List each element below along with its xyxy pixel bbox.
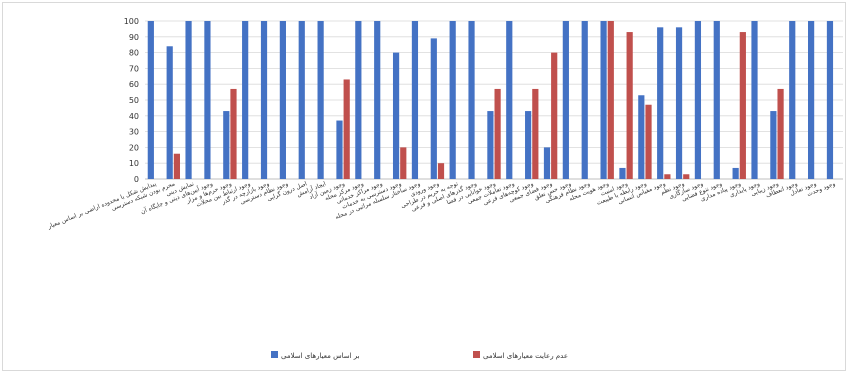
bar-islamic — [411, 21, 419, 179]
bar-islamic — [223, 111, 230, 179]
bar-non-islamic — [551, 52, 558, 179]
y-tick-label: 90 — [129, 33, 139, 42]
bar-islamic — [525, 111, 532, 179]
legend-label: عدم رعایت معیارهای اسلامی — [483, 352, 568, 360]
bar-non-islamic — [494, 88, 501, 179]
bar-islamic — [826, 21, 834, 179]
bar-islamic — [204, 21, 211, 179]
bar-islamic — [279, 21, 286, 179]
bar-islamic — [675, 27, 683, 179]
bar-non-islamic — [664, 174, 671, 179]
y-tick-label: 70 — [129, 64, 139, 73]
bar-non-islamic — [400, 147, 407, 179]
bar-islamic — [713, 21, 720, 179]
bar-islamic — [449, 21, 456, 179]
y-tick-label: 40 — [129, 112, 139, 121]
y-tick-label: 0 — [134, 175, 139, 184]
y-tick-label: 20 — [129, 143, 139, 152]
bar-islamic — [657, 27, 664, 179]
bar-islamic — [619, 167, 626, 179]
bar-islamic — [506, 21, 513, 179]
legend-swatch — [473, 351, 480, 358]
bar-islamic — [166, 46, 173, 179]
bar-non-islamic — [683, 174, 690, 179]
y-tick-label: 80 — [129, 49, 139, 58]
y-tick-label: 50 — [129, 96, 139, 105]
bar-non-islamic — [437, 163, 445, 179]
bar-islamic — [468, 21, 475, 179]
bar-islamic — [336, 120, 343, 179]
bar-non-islamic — [626, 32, 633, 179]
legend-label: بر اساس معیارهای اسلامی — [281, 352, 360, 360]
bar-islamic — [770, 111, 777, 179]
bar-non-islamic — [645, 104, 652, 179]
bar-islamic — [317, 21, 324, 179]
bar-non-islamic — [739, 32, 746, 179]
y-tick-label: 60 — [129, 80, 139, 89]
bar-islamic — [147, 21, 154, 179]
bar-islamic — [694, 21, 702, 179]
bar-islamic — [789, 21, 796, 179]
bar-islamic — [298, 21, 305, 179]
bar-islamic — [260, 21, 268, 179]
bar-non-islamic — [230, 88, 237, 179]
legend-swatch — [271, 351, 278, 358]
bar-non-islamic — [343, 79, 350, 179]
bar-islamic — [430, 38, 437, 179]
bar-islamic — [638, 95, 645, 179]
y-tick-label: 100 — [124, 17, 139, 26]
bar-islamic — [242, 21, 249, 179]
bar-islamic — [751, 21, 758, 179]
bar-islamic — [185, 21, 192, 179]
bar-islamic — [487, 111, 494, 179]
bar-islamic — [355, 21, 362, 179]
x-axis-labels: پیدایش شکل یا محدوده اراضی بر اساس معیار… — [46, 178, 836, 230]
grid-lines — [145, 20, 843, 180]
legend: بر اساس معیارهای اسلامی عدم رعایت معیارها… — [271, 351, 568, 360]
bar-islamic — [581, 21, 588, 179]
bar-islamic — [562, 21, 569, 179]
y-axis-ticks: 0 10 20 30 40 50 60 70 80 90 100 — [124, 17, 139, 184]
bar-non-islamic — [173, 153, 180, 179]
y-tick-label: 30 — [129, 128, 139, 137]
bar-non-islamic — [607, 21, 614, 179]
bar-non-islamic — [777, 88, 784, 179]
bar-islamic — [732, 167, 739, 179]
bar-islamic — [392, 52, 400, 179]
bar-islamic — [600, 21, 607, 179]
bar-islamic — [808, 21, 815, 179]
y-tick-label: 10 — [129, 159, 139, 168]
bars — [147, 21, 834, 179]
bar-islamic — [543, 147, 551, 179]
bar-non-islamic — [532, 88, 539, 179]
bar-chart: 0 10 20 30 40 50 60 70 80 90 100 پیدایش شکل یا محد… — [46, 17, 843, 360]
x-tick-label: پیدایش شکل یا محدوده اراضی بر اساس معیار — [46, 180, 157, 230]
bar-islamic — [374, 21, 381, 179]
